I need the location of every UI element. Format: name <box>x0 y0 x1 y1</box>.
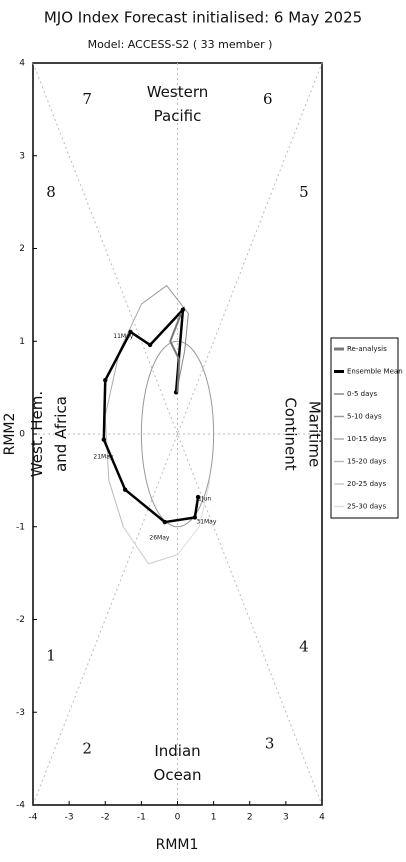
legend-label: Re-analysis <box>347 345 387 353</box>
y-tick-label: -1 <box>16 522 25 532</box>
date-annotation: 1Jun <box>198 495 211 502</box>
x-tick-label: -2 <box>101 813 110 823</box>
date-annotation: 11May <box>113 333 133 340</box>
phase-label: 5 <box>299 183 309 201</box>
mean-point <box>180 307 186 312</box>
region-label-line: Indian <box>154 742 200 760</box>
y-tick-label: -3 <box>16 708 25 718</box>
region-label-line: Pacific <box>154 107 202 125</box>
region-label: Indian Ocean <box>154 742 202 784</box>
region-label-line: Continent <box>282 397 300 470</box>
y-tick-label: 4 <box>19 59 25 69</box>
legend-label: 25-30 days <box>347 503 386 511</box>
unit-circle <box>140 340 215 528</box>
series-line <box>141 284 189 314</box>
date-annotation: 31May <box>196 519 216 526</box>
y-tick-label: 0 <box>19 430 25 440</box>
legend-label: 15-20 days <box>347 458 386 466</box>
legend-label: 10-15 days <box>347 435 386 443</box>
x-tick-label: 3 <box>283 813 289 823</box>
legend-label: 20-25 days <box>347 480 386 488</box>
phase-label: 3 <box>265 735 275 753</box>
mean-point <box>195 494 201 500</box>
mean-point <box>103 378 108 383</box>
series-line <box>177 480 211 555</box>
region-label-line: West. Hem. <box>28 391 46 477</box>
series-line <box>102 306 200 524</box>
x-tick-label: 0 <box>175 813 181 823</box>
x-tick-label: 1 <box>211 813 217 823</box>
legend-label: 5-10 days <box>347 413 382 421</box>
phase-label: 6 <box>263 90 273 108</box>
legend-box <box>330 337 399 519</box>
phase-label: 1 <box>46 647 56 665</box>
phase-label: 8 <box>46 183 56 201</box>
y-tick-label: 3 <box>19 151 25 161</box>
legend-label: Ensemble Mean <box>347 368 403 376</box>
series-line <box>104 415 124 527</box>
chart-title: MJO Index Forecast initialised: 6 May 20… <box>44 9 362 27</box>
x-tick-label: -1 <box>137 813 146 823</box>
date-annotation: 21May <box>93 454 113 461</box>
date-annotation: 26May <box>149 534 169 541</box>
mean-point <box>192 515 198 520</box>
region-label-line: Ocean <box>154 766 202 784</box>
chart-subtitle: Model: ACCESS-S2 ( 33 member ) <box>88 38 273 51</box>
y-tick-label: 1 <box>19 337 25 347</box>
y-axis-label: RMM2 <box>2 413 18 456</box>
mean-point <box>128 329 133 335</box>
region-label: Maritime Continent <box>282 397 324 470</box>
series-line <box>169 313 183 393</box>
y-tick-label: -4 <box>16 801 25 811</box>
region-label-line: and Africa <box>52 396 70 472</box>
x-tick-label: -3 <box>65 813 74 823</box>
phase-label: 2 <box>82 739 92 757</box>
x-tick-label: 4 <box>319 813 325 823</box>
series-line <box>104 303 142 416</box>
mean-point <box>101 437 107 442</box>
phase-label: 7 <box>82 90 92 108</box>
x-tick-label: 2 <box>247 813 253 823</box>
mean-point <box>147 342 153 348</box>
region-label-line: Western <box>147 83 209 101</box>
region-label: West. Hem. and Africa <box>28 391 70 477</box>
y-tick-label: -2 <box>16 615 25 625</box>
series-line <box>122 526 178 565</box>
x-tick-label: -4 <box>29 813 38 823</box>
legend-label: 0-5 days <box>347 390 378 398</box>
phase-label: 4 <box>299 637 309 655</box>
region-label-line: Maritime <box>306 401 324 467</box>
mean-point <box>122 487 128 492</box>
region-label: Western Pacific <box>147 83 209 125</box>
y-tick-label: 2 <box>19 244 25 254</box>
x-axis-label: RMM1 <box>156 837 199 853</box>
series-line <box>177 313 189 388</box>
mean-point <box>162 519 168 525</box>
